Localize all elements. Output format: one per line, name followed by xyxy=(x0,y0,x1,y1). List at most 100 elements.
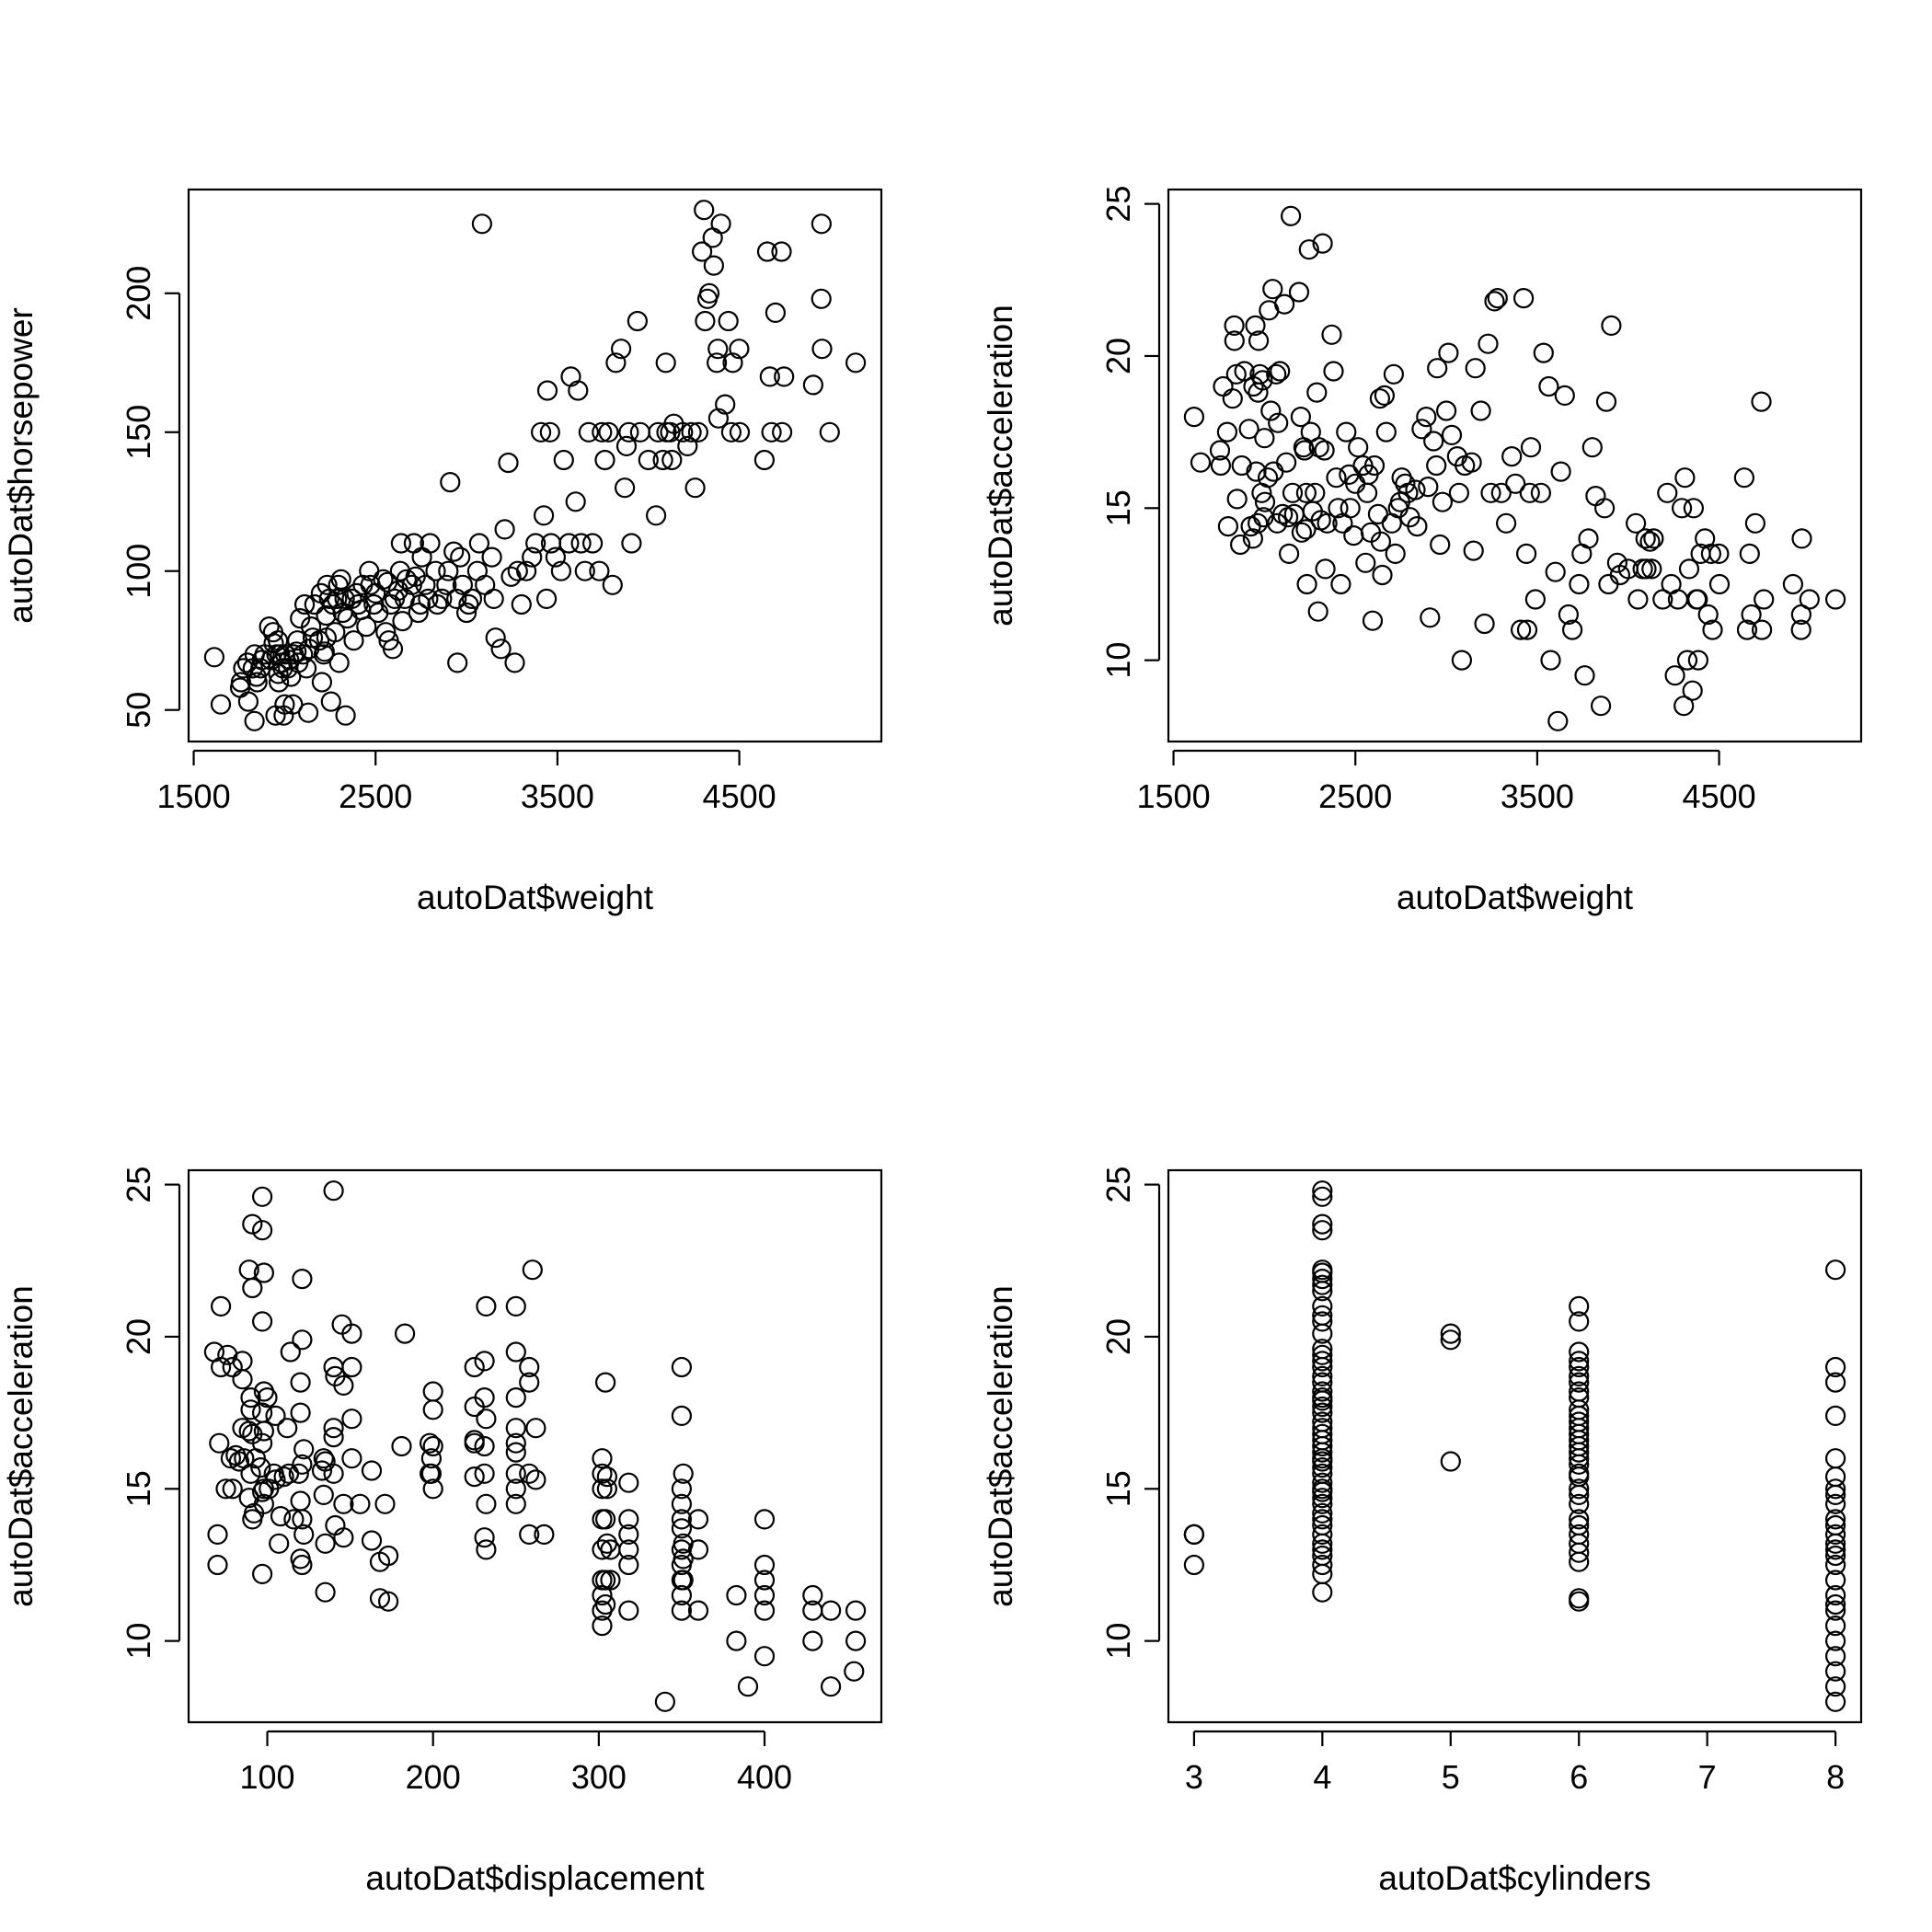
data-point xyxy=(1673,696,1695,717)
data-point xyxy=(505,1341,526,1363)
data-point xyxy=(1288,282,1310,303)
data-point xyxy=(1312,1213,1333,1235)
y-axis-label: autoDat$horsepower xyxy=(2,307,40,624)
data-point xyxy=(592,1584,613,1606)
data-point xyxy=(316,604,337,627)
data-point xyxy=(558,533,580,554)
data-point xyxy=(1234,361,1255,382)
y-tick-label: 15 xyxy=(1099,489,1137,526)
data-point xyxy=(1183,1524,1205,1546)
data-point xyxy=(1463,540,1484,561)
data-point xyxy=(753,1570,776,1591)
data-point xyxy=(1664,665,1685,686)
data-point xyxy=(614,477,636,499)
data-point xyxy=(1505,473,1526,494)
data-point xyxy=(1375,421,1397,443)
data-point xyxy=(215,1478,236,1500)
data-point xyxy=(1312,1381,1333,1402)
data-point xyxy=(1440,1451,1461,1472)
plot-frame xyxy=(1167,1168,1863,1724)
data-point xyxy=(560,366,581,387)
data-point xyxy=(671,1493,693,1514)
data-point xyxy=(447,652,468,673)
data-point xyxy=(1639,531,1661,552)
data-point xyxy=(238,1420,259,1442)
data-point xyxy=(1478,333,1499,354)
data-point xyxy=(1657,482,1678,503)
data-point xyxy=(1574,665,1595,686)
data-point xyxy=(1395,473,1416,494)
data-point xyxy=(519,1356,540,1378)
data-point xyxy=(440,471,461,493)
data-point xyxy=(1224,315,1245,336)
data-point xyxy=(475,574,496,595)
data-point xyxy=(356,615,377,638)
data-point xyxy=(314,641,335,662)
data-point xyxy=(265,1405,286,1427)
data-point xyxy=(1312,1268,1333,1290)
data-point xyxy=(481,546,502,568)
data-point xyxy=(811,339,833,360)
data-point xyxy=(671,1405,693,1427)
data-point xyxy=(1824,1405,1846,1427)
data-point xyxy=(1252,370,1273,391)
data-point xyxy=(820,1600,842,1621)
data-point xyxy=(1217,515,1239,537)
data-point xyxy=(1674,467,1696,489)
data-point xyxy=(652,449,673,471)
data-point xyxy=(242,1277,263,1299)
x-axis-label: autoDat$displacement xyxy=(365,1859,705,1897)
data-point xyxy=(1298,239,1319,260)
data-point xyxy=(327,588,348,610)
data-point xyxy=(1824,1615,1846,1637)
data-point xyxy=(819,421,840,443)
plot-frame xyxy=(1167,188,1863,743)
data-point xyxy=(726,1584,747,1606)
data-point xyxy=(1554,385,1575,406)
data-point xyxy=(211,1356,232,1378)
data-point xyxy=(1340,498,1361,519)
data-point xyxy=(802,1584,823,1606)
data-point xyxy=(1824,1661,1846,1682)
data-point xyxy=(1231,454,1252,477)
data-point xyxy=(1420,607,1441,628)
data-point xyxy=(1561,619,1583,640)
data-point xyxy=(1440,1323,1461,1344)
data-point xyxy=(293,1524,315,1546)
data-point xyxy=(661,449,683,471)
data-point xyxy=(1312,1554,1333,1576)
data-point xyxy=(373,569,394,590)
data-point xyxy=(618,1509,639,1530)
data-point xyxy=(1474,613,1495,635)
data-point xyxy=(1363,454,1386,477)
data-point xyxy=(210,694,232,715)
data-point xyxy=(1627,589,1649,610)
data-point xyxy=(1538,375,1559,397)
data-point xyxy=(845,1630,867,1651)
x-tick-label: 8 xyxy=(1826,1758,1845,1796)
data-point xyxy=(1824,1372,1846,1393)
data-point xyxy=(771,241,792,262)
data-point xyxy=(483,588,504,610)
data-point xyxy=(820,1676,842,1697)
data-point xyxy=(269,672,290,693)
data-point xyxy=(209,1432,230,1454)
data-point xyxy=(1569,1311,1590,1332)
data-point xyxy=(240,1399,261,1420)
data-point xyxy=(1824,1539,1846,1560)
data-point xyxy=(420,1448,442,1469)
data-point xyxy=(263,633,284,654)
data-point xyxy=(1314,440,1335,461)
data-point xyxy=(1280,205,1302,226)
data-point xyxy=(578,421,600,443)
data-point xyxy=(726,1630,747,1651)
data-point xyxy=(203,647,224,668)
data-point xyxy=(464,1466,485,1488)
data-point xyxy=(703,255,725,276)
data-point xyxy=(296,658,317,679)
data-point xyxy=(1312,1423,1333,1444)
data-point xyxy=(519,1372,540,1393)
data-point xyxy=(525,1469,546,1490)
data-point xyxy=(395,1323,416,1344)
data-point xyxy=(1216,421,1238,443)
